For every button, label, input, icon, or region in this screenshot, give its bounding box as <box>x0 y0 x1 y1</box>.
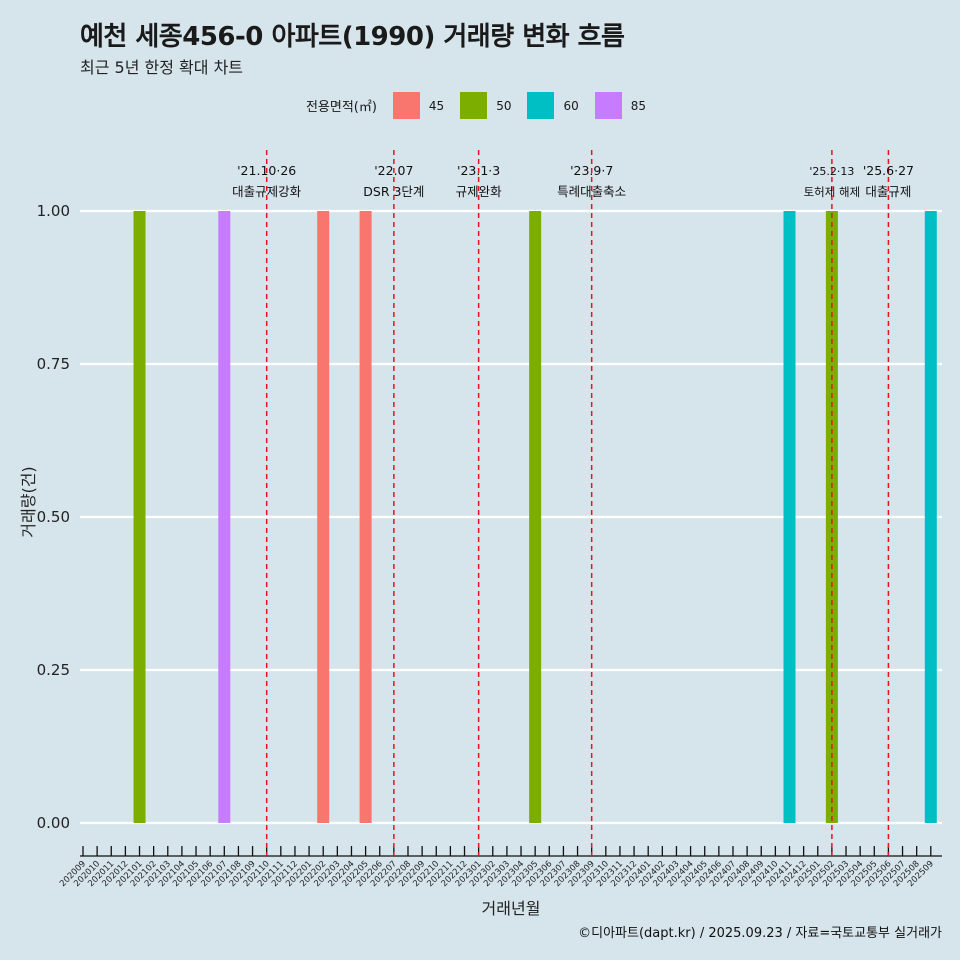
source-caption: ©디아파트(dapt.kr) / 2025.09.23 / 자료=국토교통부 실… <box>578 926 942 941</box>
event-date: '23.9·7 <box>570 163 613 178</box>
y-tick-label: 0.25 <box>37 661 70 679</box>
event-label: 대출규제 <box>865 184 911 199</box>
y-tick-label: 0.75 <box>37 355 70 373</box>
legend-item-45: 45 <box>392 92 445 119</box>
bar-202305-50 <box>529 211 542 823</box>
legend-swatch-60 <box>527 92 555 119</box>
event-label: 토허제 해제 <box>804 185 861 199</box>
legend-label-60: 60 <box>563 98 579 113</box>
chart-subtitle: 최근 5년 한정 확대 차트 <box>80 58 244 77</box>
x-axis-title: 거래년월 <box>482 899 541 918</box>
y-axis-title: 거래량(건) <box>19 466 38 537</box>
chart-title: 예천 세종456-0 아파트(1990) 거래량 변화 흐름 <box>80 22 625 52</box>
event-label: 대출규제강화 <box>232 184 302 199</box>
event-label: 규제완화 <box>456 184 503 199</box>
legend-label-50: 50 <box>496 98 512 113</box>
bar-202101-50 <box>133 211 146 823</box>
event-date: '22.07 <box>374 163 413 178</box>
bar-202205-45 <box>359 211 372 823</box>
event-date: '25.2·13 <box>809 165 854 178</box>
event-date: '21.10·26 <box>237 163 296 178</box>
event-date: '25.6·27 <box>863 163 914 178</box>
bar-202502-50 <box>825 211 838 823</box>
event-date: '23.1·3 <box>457 163 500 178</box>
legend-label-45: 45 <box>428 98 445 113</box>
bar-202509-60 <box>924 211 937 823</box>
bar-202202-45 <box>317 211 330 823</box>
y-tick-label: 0.00 <box>37 814 70 832</box>
legend-swatch-50 <box>460 92 488 119</box>
event-label: 특례대출축소 <box>557 184 626 199</box>
legend-swatch-85 <box>594 92 622 119</box>
legend-item-60: 60 <box>527 92 579 119</box>
legend-item-50: 50 <box>460 92 511 119</box>
legend-label-85: 85 <box>630 98 647 113</box>
legend-swatch-45 <box>392 92 420 119</box>
legend-item-85: 85 <box>594 92 647 119</box>
y-tick-label: 0.50 <box>37 508 70 526</box>
legend: 전용면적(㎡) 45 50 60 85 <box>0 92 960 119</box>
legend-title: 전용면적(㎡) <box>305 100 377 115</box>
y-tick-label: 1.00 <box>37 202 70 220</box>
event-label: DSR 3단계 <box>363 184 424 199</box>
bar-202411-60 <box>783 211 796 823</box>
bar-202107-85 <box>218 211 231 823</box>
